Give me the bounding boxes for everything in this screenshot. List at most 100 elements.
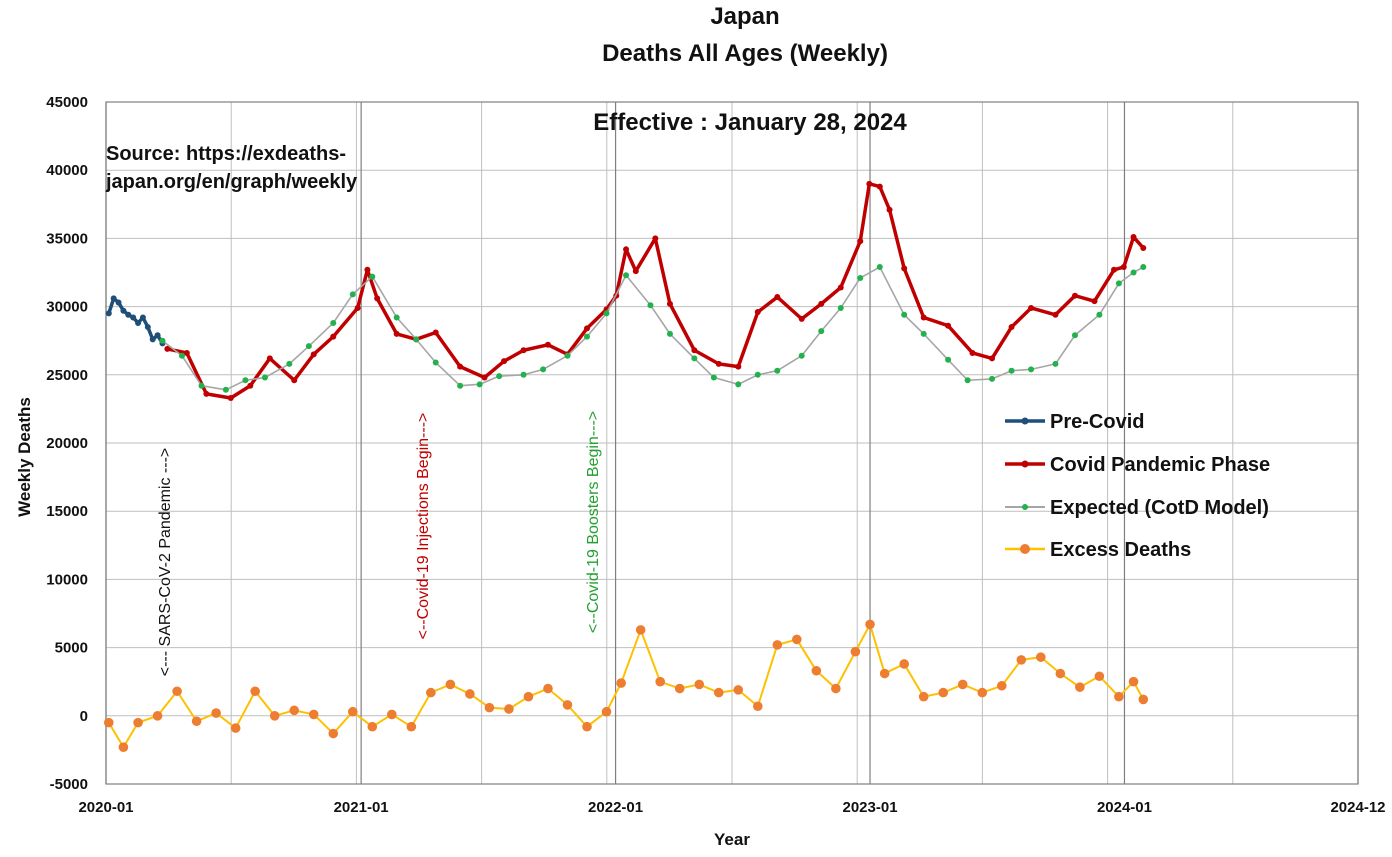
- data-point-excess: [250, 686, 260, 697]
- y-tick-label: 45000: [46, 94, 88, 111]
- legend-label-covid: Covid Pandemic Phase: [1050, 454, 1270, 476]
- data-point-excess: [1114, 691, 1124, 702]
- data-point-excess: [601, 706, 612, 717]
- data-point-covid: [374, 295, 381, 302]
- data-point-excess: [426, 687, 436, 698]
- data-point-covid: [754, 309, 761, 316]
- data-point-covid: [1140, 244, 1147, 251]
- data-point-expected: [222, 386, 229, 393]
- y-tick-label: 30000: [46, 299, 88, 316]
- data-point-excess: [152, 711, 163, 721]
- data-point-covid: [715, 360, 722, 367]
- y-tick-label: 40000: [46, 162, 88, 179]
- effective-date-label: Effective : January 28, 2024: [593, 109, 907, 136]
- data-point-covid: [584, 325, 591, 332]
- series-line-excess: [107, 623, 1145, 749]
- data-point-covid: [520, 347, 527, 354]
- data-point-covid: [393, 330, 400, 337]
- legend-item-excess: Excess Deaths: [1005, 539, 1191, 561]
- legend-item-precovid: Pre-Covid: [1005, 411, 1144, 433]
- data-point-covid: [1028, 304, 1035, 311]
- series-line-precovid: [107, 296, 164, 345]
- data-point-covid: [1091, 298, 1098, 305]
- legend-label-excess: Excess Deaths: [1050, 539, 1191, 561]
- data-point-expected: [754, 371, 761, 378]
- y-tick-label: 5000: [55, 640, 88, 657]
- data-point-expected: [369, 273, 376, 280]
- data-point-expected: [876, 264, 883, 271]
- data-point-excess: [635, 625, 646, 635]
- data-point-excess: [172, 686, 182, 697]
- data-point-covid: [247, 382, 254, 389]
- data-point-excess: [1075, 682, 1085, 692]
- data-point-excess: [562, 700, 573, 710]
- data-point-excess: [484, 702, 495, 713]
- data-point-covid: [920, 314, 927, 321]
- series-covid: [164, 180, 1147, 401]
- data-point-covid: [432, 329, 439, 336]
- x-tick-label: 2023-01: [842, 799, 897, 816]
- y-tick-label: 0: [80, 708, 88, 725]
- data-point-excess: [865, 619, 875, 630]
- data-point-excess: [1128, 676, 1139, 687]
- x-tick-label: 2024-12: [1330, 799, 1385, 816]
- x-tick-label: 2024-01: [1097, 799, 1152, 816]
- data-point-covid: [691, 347, 698, 354]
- data-point-expected: [1071, 332, 1078, 339]
- data-point-excess: [543, 683, 553, 694]
- data-point-expected: [1052, 360, 1059, 367]
- data-point-excess: [996, 680, 1007, 691]
- data-point-covid: [203, 390, 210, 397]
- data-point-excess: [582, 721, 592, 732]
- x-tick-label: 2022-01: [588, 799, 643, 816]
- y-tick-label: 20000: [46, 435, 88, 452]
- data-point-covid: [291, 377, 298, 384]
- data-point-expected: [178, 352, 185, 359]
- data-point-excess: [957, 679, 968, 690]
- data-point-excess: [269, 711, 280, 721]
- data-point-excess: [1138, 694, 1149, 705]
- data-point-excess: [133, 717, 143, 728]
- data-point-covid: [1071, 292, 1078, 299]
- data-point-covid: [666, 300, 673, 307]
- data-point-precovid: [120, 307, 127, 314]
- data-point-expected: [603, 310, 610, 317]
- data-point-covid: [1008, 324, 1015, 331]
- chart-subtitle: Deaths All Ages (Weekly): [602, 40, 888, 67]
- data-point-expected: [818, 328, 825, 335]
- data-point-precovid: [144, 324, 151, 331]
- source-line-2: japan.org/en/graph/weekly: [105, 171, 358, 193]
- injections-marker-label: <--Covid-19 Injections Begin--->: [415, 413, 432, 640]
- data-point-covid: [457, 363, 464, 370]
- data-point-excess: [811, 665, 822, 676]
- data-point-covid: [544, 341, 551, 348]
- data-point-covid: [310, 351, 317, 358]
- data-point-excess: [118, 742, 129, 752]
- data-point-expected: [989, 375, 996, 382]
- data-point-excess: [445, 679, 456, 690]
- data-point-covid: [1052, 311, 1059, 318]
- series-layer: [103, 180, 1149, 752]
- series-expected: [159, 264, 1147, 393]
- source-line-1: Source: https://exdeaths-: [106, 143, 346, 165]
- data-point-excess: [674, 683, 685, 694]
- data-point-covid: [623, 246, 630, 253]
- data-point-expected: [735, 381, 742, 388]
- data-point-excess: [367, 721, 378, 732]
- data-point-excess: [831, 683, 841, 694]
- data-point-excess: [655, 676, 665, 687]
- data-point-precovid: [130, 314, 137, 321]
- data-point-expected: [159, 337, 166, 344]
- data-point-excess: [347, 706, 358, 717]
- x-tick-label: 2021-01: [334, 799, 389, 816]
- data-point-covid: [364, 266, 371, 273]
- data-point-expected: [945, 356, 952, 363]
- data-point-precovid: [125, 311, 132, 318]
- series-line-covid: [166, 182, 1145, 400]
- data-point-expected: [1130, 269, 1137, 276]
- data-point-excess: [879, 668, 890, 679]
- data-point-covid: [227, 394, 234, 401]
- data-point-expected: [964, 377, 971, 384]
- data-point-precovid: [115, 299, 122, 306]
